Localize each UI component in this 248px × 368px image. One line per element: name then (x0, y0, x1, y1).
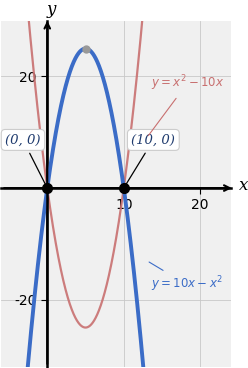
Text: (10, 0): (10, 0) (125, 134, 175, 186)
Text: x: x (239, 177, 248, 194)
Text: (0, 0): (0, 0) (5, 134, 46, 185)
Text: $y = x^2-10x$: $y = x^2-10x$ (148, 74, 224, 136)
Text: y: y (46, 1, 56, 18)
Text: $y = 10x-x^2$: $y = 10x-x^2$ (149, 262, 222, 294)
